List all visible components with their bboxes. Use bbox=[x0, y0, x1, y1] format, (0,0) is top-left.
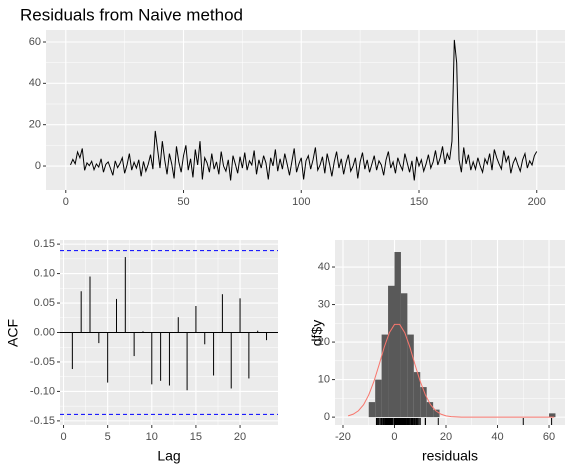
y-tick-label: -0.05 bbox=[30, 356, 55, 368]
histogram-bar bbox=[368, 402, 376, 418]
x-tick-label: 20 bbox=[440, 431, 452, 443]
histogram-bar bbox=[394, 252, 401, 418]
y-tick-label: 40 bbox=[318, 261, 330, 273]
y-tick-label: 0.00 bbox=[34, 326, 55, 338]
y-tick-label: 0.05 bbox=[34, 297, 55, 309]
histogram-bar bbox=[375, 379, 382, 418]
x-tick-label: 0 bbox=[63, 196, 69, 208]
histogram-bar bbox=[549, 413, 556, 418]
histogram-bar bbox=[413, 372, 421, 418]
histogram-bar bbox=[381, 334, 389, 418]
x-tick-label: 40 bbox=[491, 431, 503, 443]
y-axis-label: df$y bbox=[309, 320, 325, 346]
y-tick-label: -0.10 bbox=[30, 385, 55, 397]
x-tick-label: 100 bbox=[292, 196, 310, 208]
series-line bbox=[70, 39, 538, 181]
x-tick-label: 0 bbox=[391, 431, 397, 443]
y-tick-label: -0.15 bbox=[30, 415, 55, 427]
y-tick-label: 0.15 bbox=[34, 238, 55, 250]
x-tick-label: 15 bbox=[190, 431, 202, 443]
y-tick-label: 10 bbox=[318, 374, 330, 386]
x-tick-label: 150 bbox=[410, 196, 428, 208]
density-line bbox=[347, 323, 555, 418]
y-tick-label: 20 bbox=[318, 336, 330, 348]
y-tick-label: 0 bbox=[324, 411, 330, 423]
x-tick-label: 20 bbox=[234, 431, 246, 443]
x-tick-label: 60 bbox=[543, 431, 555, 443]
y-tick-label: 0.10 bbox=[34, 267, 55, 279]
x-tick-label: 10 bbox=[146, 431, 158, 443]
x-tick-label: 200 bbox=[528, 196, 546, 208]
histogram-bar bbox=[388, 285, 395, 418]
x-tick-label: 50 bbox=[177, 196, 189, 208]
histogram-bar bbox=[420, 387, 427, 418]
y-tick-label: 40 bbox=[29, 77, 41, 89]
histogram-bar bbox=[400, 293, 408, 418]
x-axis-label: Lag bbox=[157, 448, 180, 464]
x-tick-label: 0 bbox=[60, 431, 66, 443]
y-tick-label: 30 bbox=[318, 298, 330, 310]
y-axis-label: ACF bbox=[5, 319, 21, 347]
x-tick-label: -20 bbox=[335, 431, 351, 443]
histogram-bar bbox=[433, 409, 440, 418]
x-axis-label: residuals bbox=[422, 448, 478, 464]
x-tick-label: 5 bbox=[105, 431, 111, 443]
y-tick-label: 0 bbox=[35, 160, 41, 172]
histogram-bar bbox=[407, 334, 414, 418]
plot-background bbox=[335, 240, 565, 425]
y-tick-label: 60 bbox=[29, 36, 41, 48]
chart-title: Residuals from Naive method bbox=[20, 5, 243, 24]
y-tick-label: 20 bbox=[29, 119, 41, 131]
histogram-bar bbox=[426, 402, 434, 418]
